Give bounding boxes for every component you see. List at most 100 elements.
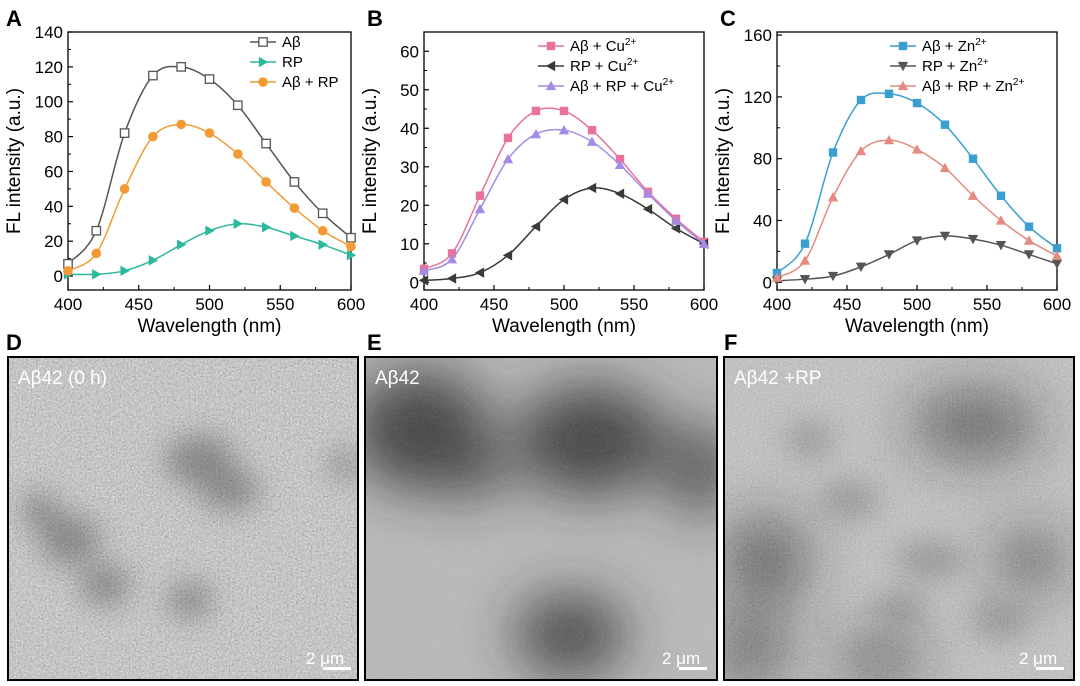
series-line: [776, 92, 1058, 274]
legend-label: Aβ + Cu2+: [570, 37, 636, 55]
data-point: [1023, 250, 1035, 260]
data-point: [1024, 222, 1034, 231]
image-label-f: Aβ42 +RP: [734, 368, 822, 389]
data-point: [204, 128, 215, 138]
legend-entry: RP + Cu2+: [538, 57, 638, 75]
legend-label-text: Aβ: [282, 34, 301, 51]
legend-entry: Aβ + RP + Zn2+: [890, 77, 1024, 95]
y-tick-label: 120: [35, 58, 63, 77]
data-point: [318, 239, 328, 250]
data-point: [177, 239, 187, 250]
panel-letter-b: B: [367, 6, 383, 31]
data-point: [586, 182, 597, 194]
legend-label-text: Aβ + Cu: [570, 38, 625, 55]
data-point: [346, 232, 356, 243]
legend-label-superscript: 2+: [625, 37, 637, 48]
data-point: [289, 203, 300, 213]
y-tick-label: 140: [35, 23, 63, 42]
legend-marker: [546, 41, 556, 51]
panel-letter-d: D: [6, 330, 22, 355]
data-point: [995, 241, 1007, 251]
data-point: [474, 203, 486, 214]
series-1: [63, 218, 357, 280]
y-tick-label: 60: [400, 42, 419, 61]
data-point: [670, 215, 682, 225]
legend-entry: Aβ + Zn2+: [890, 37, 987, 55]
data-point: [91, 248, 102, 259]
tem-image-e: [365, 357, 717, 680]
series-2: [418, 124, 710, 275]
y-tick-label: 10: [400, 235, 419, 254]
legend-label-text: Aβ + Zn: [922, 38, 975, 55]
legend-label-superscript: 2+: [977, 57, 989, 68]
data-point: [911, 144, 923, 154]
data-point: [503, 133, 513, 143]
legend-label: Aβ: [282, 34, 301, 51]
y-tick-label: 60: [44, 162, 63, 181]
panel-letter-a: A: [6, 6, 22, 31]
data-point: [290, 230, 300, 242]
data-point: [261, 177, 271, 187]
data-point: [119, 128, 130, 138]
data-point: [63, 266, 73, 276]
legend-label: Aβ + RP: [282, 74, 339, 91]
legend-entry: Aβ + RP: [250, 74, 339, 91]
data-point: [418, 275, 429, 286]
data-point: [883, 134, 895, 145]
series-0: [63, 62, 356, 269]
data-point: [1052, 244, 1062, 253]
y-axis-label: FL intensity (a.u.): [360, 88, 381, 234]
data-point: [233, 149, 243, 159]
data-point: [587, 125, 597, 135]
legend-entry: Aβ + RP + Cu2+: [538, 77, 674, 95]
legend-label-text: Aβ + RP + Cu: [570, 78, 663, 95]
y-tick-label: 40: [753, 211, 772, 230]
data-point: [558, 194, 569, 205]
legend-entry: RP + Zn2+: [890, 57, 989, 75]
data-point: [289, 177, 300, 187]
data-point: [799, 275, 811, 285]
data-point: [1023, 235, 1035, 245]
data-point: [148, 70, 158, 81]
data-point: [1051, 250, 1063, 261]
y-tick-label: 0: [54, 267, 63, 286]
image-frame-e: [364, 356, 718, 681]
data-point: [148, 131, 158, 142]
series-line: [776, 139, 1058, 279]
panel-letter-e: E: [367, 330, 382, 355]
x-tick-label: 500: [903, 295, 931, 314]
data-point: [119, 184, 130, 194]
legend-marker: [258, 77, 268, 87]
legend-label-text: RP: [282, 54, 303, 71]
y-tick-label: 40: [400, 119, 419, 138]
data-point: [995, 215, 1007, 225]
x-tick-label: 450: [480, 295, 508, 314]
scale-bar-f: [1036, 667, 1064, 670]
data-point: [967, 190, 979, 200]
data-point: [911, 236, 923, 246]
data-point: [502, 153, 514, 164]
y-tick-label: 80: [753, 150, 772, 169]
y-tick-label: 120: [744, 88, 772, 107]
tem-image-f: [724, 357, 1074, 680]
data-point: [446, 253, 458, 264]
legend-entry: Aβ: [250, 34, 301, 51]
y-axis-label: FL intensity (a.u.): [4, 88, 25, 234]
data-point: [558, 124, 570, 135]
x-tick-label: 600: [1043, 295, 1071, 314]
legend-label-superscript: 2+: [1013, 77, 1025, 88]
x-tick-label: 450: [833, 295, 861, 314]
legend-label: Aβ + Zn2+: [922, 37, 987, 55]
data-point: [317, 225, 328, 236]
data-point: [799, 255, 811, 265]
x-tick-label: 400: [763, 295, 791, 314]
data-point: [883, 250, 895, 260]
series-0: [772, 89, 1062, 278]
data-point: [642, 188, 654, 198]
legend-label-superscript: 2+: [663, 77, 675, 88]
scale-bar-e: [679, 667, 707, 670]
data-point: [615, 154, 625, 164]
y-tick-label: 160: [744, 26, 772, 45]
x-axis-label: Wavelength (nm): [845, 316, 989, 337]
data-point: [446, 273, 457, 284]
